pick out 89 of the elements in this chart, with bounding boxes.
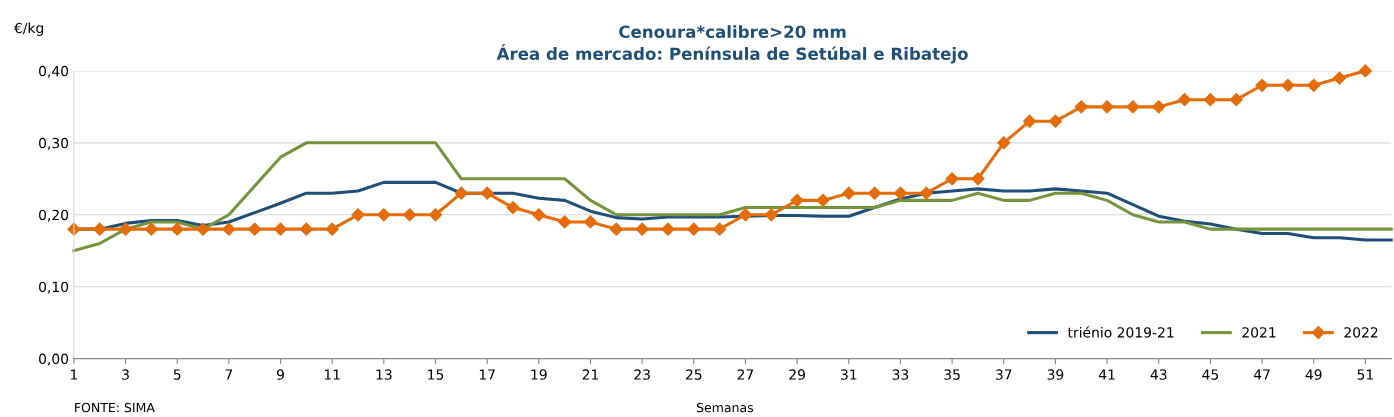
line-series xyxy=(72,141,1393,253)
point xyxy=(170,222,184,236)
legend-label: triénio 2019-21 xyxy=(1067,326,1174,338)
point xyxy=(945,172,959,186)
point xyxy=(480,186,494,200)
point xyxy=(273,222,288,236)
x-tick-label: 3 xyxy=(122,369,129,380)
x-tick-label: 7 xyxy=(225,369,233,380)
x-tick-label: 21 xyxy=(582,369,599,380)
point xyxy=(1177,93,1192,107)
x-tick-label: 45 xyxy=(1202,369,1219,380)
x-axis-title: Semanas xyxy=(696,402,754,413)
point xyxy=(454,186,468,200)
point xyxy=(971,172,985,186)
x-tick-label: 41 xyxy=(1098,369,1115,380)
point xyxy=(248,222,262,236)
point xyxy=(893,186,908,200)
y-axis-title: €/kg xyxy=(13,22,44,36)
source-note: FONTE: SIMA xyxy=(75,402,155,413)
point xyxy=(403,208,417,222)
x-tick-label: 43 xyxy=(1150,369,1167,380)
x-tick-label: 47 xyxy=(1253,369,1270,380)
x-tick-label: 19 xyxy=(531,369,547,380)
x-tick-label: 33 xyxy=(892,369,909,380)
x-tick-label: 31 xyxy=(841,369,857,380)
point xyxy=(816,193,830,207)
point xyxy=(377,208,391,222)
point xyxy=(1332,71,1347,85)
point xyxy=(299,222,313,236)
y-tick-label: 0,10 xyxy=(39,281,69,294)
point xyxy=(558,215,572,229)
x-tick-label: 39 xyxy=(1047,369,1064,380)
point xyxy=(196,222,210,236)
point xyxy=(506,200,520,215)
point xyxy=(790,193,804,207)
x-tick-label: 11 xyxy=(324,369,340,380)
point xyxy=(1229,93,1243,107)
x-tick-label: 15 xyxy=(428,369,444,380)
y-tick-label: 0,30 xyxy=(39,137,69,150)
x-tick-label: 1 xyxy=(70,369,78,380)
point xyxy=(1048,114,1063,128)
point xyxy=(687,222,701,236)
point xyxy=(713,222,727,236)
point xyxy=(583,215,598,229)
point xyxy=(1023,114,1037,128)
point xyxy=(635,222,649,236)
legend-label: 2022 xyxy=(1344,327,1378,338)
point xyxy=(842,186,856,200)
x-tick-label: 37 xyxy=(995,369,1012,380)
x-tick-label: 29 xyxy=(789,369,805,380)
point xyxy=(738,208,753,222)
point xyxy=(868,186,882,200)
point xyxy=(919,186,933,200)
x-tick-label: 49 xyxy=(1305,369,1322,380)
x-tick-label: 9 xyxy=(276,369,284,380)
legend-label: 2021 xyxy=(1242,327,1276,338)
x-tick-label: 13 xyxy=(376,369,392,380)
x-tick-label: 25 xyxy=(685,369,702,380)
y-tick-label: 0,40 xyxy=(39,65,69,78)
point xyxy=(351,208,365,222)
point xyxy=(661,222,675,236)
point xyxy=(1152,100,1166,114)
y-tick-label: 0,20 xyxy=(39,209,69,222)
x-tick-label: 23 xyxy=(634,369,650,380)
point xyxy=(532,208,546,222)
chart-title: Cenoura*calibre>20 mm Área de mercado: Península de Setúbal e Ribatejo xyxy=(496,25,968,64)
point xyxy=(93,222,107,236)
point xyxy=(1074,100,1088,114)
point xyxy=(1307,78,1321,92)
point xyxy=(609,222,623,236)
point xyxy=(118,222,133,236)
point xyxy=(1281,78,1295,92)
point xyxy=(1255,78,1269,92)
x-tick-label: 5 xyxy=(173,369,181,380)
point xyxy=(325,222,339,236)
x-tick-label: 17 xyxy=(479,369,495,380)
y-tick-label: 0,00 xyxy=(39,353,69,366)
point xyxy=(997,136,1011,150)
point xyxy=(428,208,443,222)
point xyxy=(764,208,778,222)
point xyxy=(1126,100,1140,114)
point xyxy=(144,222,158,236)
point xyxy=(1100,100,1114,114)
point xyxy=(1203,93,1217,107)
point xyxy=(222,222,236,236)
x-tick-label: 27 xyxy=(737,369,754,380)
x-tick-label: 35 xyxy=(944,369,960,380)
point xyxy=(1358,64,1372,78)
x-tick-label: 51 xyxy=(1357,369,1373,380)
